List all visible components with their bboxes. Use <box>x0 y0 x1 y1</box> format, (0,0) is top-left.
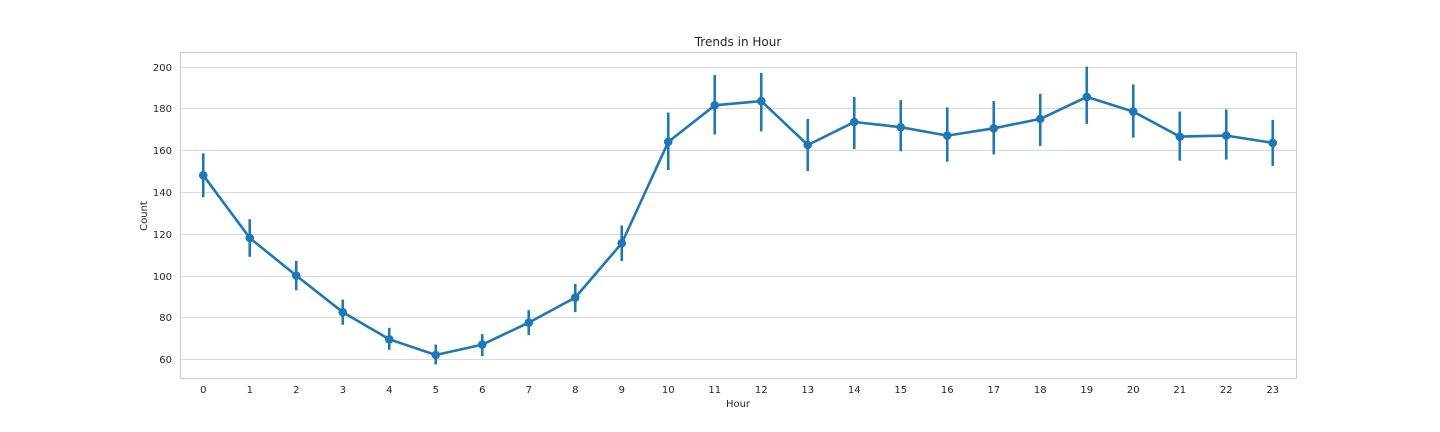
grid-layer <box>180 67 1296 360</box>
series-line <box>202 95 1274 357</box>
data-point <box>617 238 627 248</box>
data-points <box>198 92 1278 360</box>
data-point <box>570 293 580 302</box>
data-point <box>1128 107 1138 116</box>
x-tick-label: 22 <box>1220 385 1233 396</box>
x-tick-label: 9 <box>619 385 625 396</box>
x-tick-label: 13 <box>801 385 814 396</box>
x-tick-label: 18 <box>1034 385 1047 396</box>
error-bars <box>201 66 1275 365</box>
x-tick-labels: 0 1 2 3 4 5 6 7 8 9 10 11 12 13 14 15 16 17 18 19 20 21 22 23 <box>200 385 1279 396</box>
data-point <box>942 131 952 140</box>
y-tick-label: 80 <box>159 313 172 324</box>
y-tick-labels: 60 80 100 120 140 160 180 200 <box>153 63 172 366</box>
data-point <box>663 137 673 147</box>
data-point <box>384 335 394 344</box>
x-tick-label: 11 <box>708 385 721 396</box>
y-tick-label: 180 <box>153 104 172 115</box>
data-point <box>338 307 348 317</box>
x-tick-label: 14 <box>848 385 861 396</box>
data-point <box>803 140 813 150</box>
y-tick-label: 60 <box>159 355 172 366</box>
x-tick-label: 2 <box>293 385 299 396</box>
y-tick-label: 120 <box>153 230 172 241</box>
x-tick-label: 1 <box>247 385 253 396</box>
data-point <box>245 233 255 243</box>
x-axis-label: Hour <box>726 399 751 410</box>
y-tick-label: 160 <box>153 146 172 157</box>
x-tick-label: 10 <box>662 385 675 396</box>
x-tick-label: 16 <box>941 385 954 396</box>
x-tick-label: 15 <box>894 385 907 396</box>
data-point <box>291 271 301 280</box>
data-point <box>710 100 720 110</box>
data-point <box>1175 132 1185 141</box>
data-point <box>756 96 766 106</box>
x-tick-label: 12 <box>755 385 768 396</box>
chart-title: Trends in Hour <box>694 35 782 49</box>
x-tick-label: 20 <box>1127 385 1140 396</box>
x-tick-label: 0 <box>200 385 206 396</box>
x-tick-label: 17 <box>987 385 1000 396</box>
data-point <box>1268 138 1278 148</box>
plot-frame <box>180 52 1297 379</box>
x-tick-label: 8 <box>572 385 578 396</box>
y-tick-label: 100 <box>153 272 172 283</box>
x-tick-label: 23 <box>1266 385 1279 396</box>
data-point <box>1035 114 1045 124</box>
x-tick-label: 5 <box>433 385 439 396</box>
x-tick-label: 7 <box>526 385 532 396</box>
data-point <box>477 340 487 349</box>
x-tick-label: 3 <box>340 385 346 396</box>
x-tick-label: 21 <box>1173 385 1186 396</box>
x-tick-label: 19 <box>1080 385 1093 396</box>
data-point <box>198 170 208 180</box>
data-point <box>431 350 441 360</box>
y-tick-label: 140 <box>153 188 172 199</box>
data-point <box>896 122 906 132</box>
x-tick-label: 4 <box>386 385 392 396</box>
data-point <box>849 117 859 127</box>
data-point <box>1082 92 1092 102</box>
x-tick-label: 6 <box>479 385 485 396</box>
y-axis-label: Count <box>139 201 150 231</box>
data-point <box>1221 131 1231 140</box>
data-point <box>524 318 534 327</box>
data-point <box>989 123 999 133</box>
y-tick-label: 200 <box>153 63 172 74</box>
